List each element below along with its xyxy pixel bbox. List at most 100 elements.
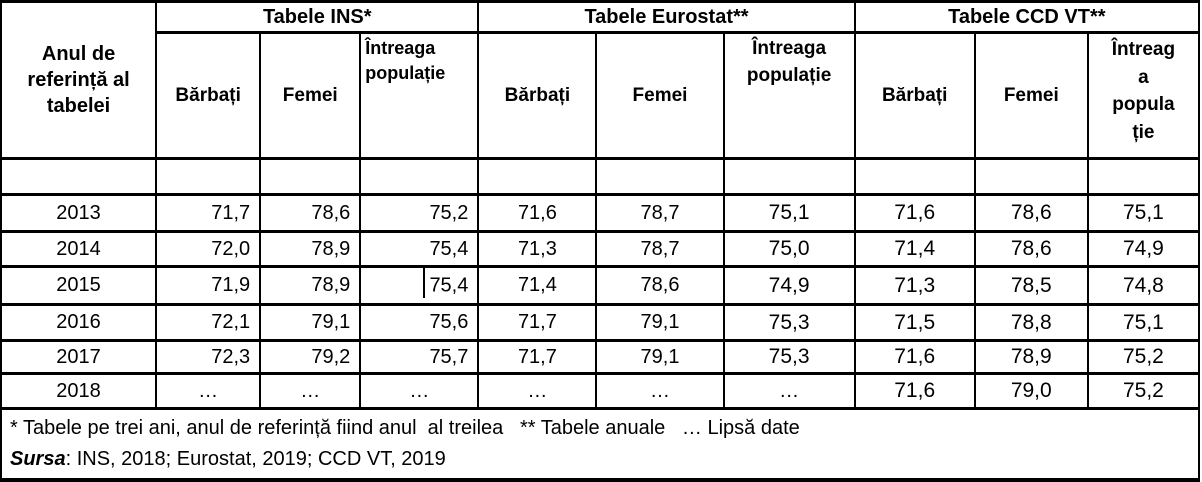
empty-cell[interactable]: [853, 157, 976, 196]
value-cell[interactable]: 78,7: [595, 230, 725, 268]
value-cell[interactable]: 71,7: [477, 303, 598, 342]
missing-data-cell[interactable]: …: [259, 372, 362, 410]
value-cell[interactable]: 79,1: [259, 303, 362, 342]
year-cell[interactable]: 2017: [0, 339, 158, 375]
column-header-ccd-women[interactable]: Femei: [973, 31, 1089, 160]
value-cell[interactable]: 71,7: [155, 193, 262, 233]
value-cell[interactable]: 72,3: [155, 339, 262, 375]
group-header-ccd-vt[interactable]: Tabele CCD VT**: [853, 0, 1201, 34]
empty-row: [0, 157, 1201, 196]
group-header-eurostat[interactable]: Tabele Eurostat**: [477, 0, 856, 34]
source-line: Sursa: INS, 2018; Eurostat, 2019; CCD VT…: [10, 444, 1190, 475]
year-cell[interactable]: 2015: [0, 265, 158, 306]
empty-cell[interactable]: [477, 157, 598, 196]
value-cell[interactable]: 74,9: [722, 265, 856, 306]
column-header-ins-total[interactable]: Întreaga populație: [359, 31, 480, 160]
value-cell[interactable]: 75,7: [359, 339, 480, 375]
value-cell[interactable]: 78,6: [259, 193, 362, 233]
value-cell[interactable]: 78,7: [595, 193, 725, 233]
value-cell[interactable]: 72,1: [155, 303, 262, 342]
value-cell[interactable]: 71,3: [853, 265, 976, 306]
value-cell[interactable]: 78,9: [973, 339, 1089, 375]
table-row-2016: 2016 72,1 79,1 75,6 71,7 79,1 75,3 71,5 …: [0, 303, 1201, 342]
empty-cell[interactable]: [259, 157, 362, 196]
value-cell[interactable]: 75,2: [1086, 372, 1201, 410]
value-cell[interactable]: 71,7: [477, 339, 598, 375]
value-cell[interactable]: 72,0: [155, 230, 262, 268]
missing-data-cell[interactable]: …: [359, 372, 480, 410]
value-cell[interactable]: 75,2: [1086, 339, 1201, 375]
value-cell[interactable]: 75,1: [1086, 303, 1201, 342]
column-header-ccd-men[interactable]: Bărbați: [853, 31, 976, 160]
value-cell[interactable]: 75,2: [359, 193, 480, 233]
value-cell[interactable]: 75,1: [1086, 193, 1201, 233]
source-text: : INS, 2018; Eurostat, 2019; CCD VT, 201…: [65, 448, 446, 470]
column-header-ins-women[interactable]: Femei: [259, 31, 362, 160]
table-row-2014: 2014 72,0 78,9 75,4 71,3 78,7 75,0 71,4 …: [0, 230, 1201, 268]
value-cell[interactable]: 74,9: [1086, 230, 1201, 268]
column-header-eur-women[interactable]: Femei: [595, 31, 725, 160]
value-cell[interactable]: 71,9: [155, 265, 262, 306]
footnote-cell[interactable]: * Tabele pe trei ani, anul de referință …: [0, 407, 1200, 482]
value-cell[interactable]: 71,6: [853, 339, 976, 375]
value-cell[interactable]: 75,4: [359, 230, 480, 268]
missing-data-cell[interactable]: …: [477, 372, 598, 410]
value-cell[interactable]: 75,3: [722, 303, 856, 342]
year-cell[interactable]: 2016: [0, 303, 158, 342]
value-cell[interactable]: 71,6: [853, 193, 976, 233]
value-cell[interactable]: 71,4: [853, 230, 976, 268]
empty-cell[interactable]: [0, 157, 158, 196]
value-cell[interactable]: 78,9: [259, 230, 362, 268]
column-header-ins-men[interactable]: Bărbați: [155, 31, 262, 160]
value-cell[interactable]: 78,6: [973, 193, 1089, 233]
value-cell[interactable]: 75,1: [722, 193, 856, 233]
value-cell[interactable]: 74,8: [1086, 265, 1201, 306]
year-cell[interactable]: 2018: [0, 372, 158, 410]
empty-cell[interactable]: [722, 157, 856, 196]
column-header-row: Bărbați Femei Întreaga populație Bărbați…: [1, 31, 1201, 160]
empty-cell[interactable]: [155, 157, 262, 196]
text-cursor: [423, 269, 426, 298]
empty-cell[interactable]: [1086, 157, 1201, 196]
empty-cell[interactable]: [973, 157, 1089, 196]
source-label: Sursa: [10, 448, 66, 470]
value-text: 75,4: [429, 273, 469, 296]
table-row-2013: 2013 71,7 78,6 75,2 71,6 78,7 75,1 71,6 …: [0, 193, 1201, 233]
value-cell[interactable]: 71,3: [477, 230, 598, 268]
footnote-line-1: * Tabele pe trei ani, anul de referință …: [10, 417, 800, 439]
corner-header-cell[interactable]: Anul de referință al tabelei: [0, 0, 158, 160]
table-row-2018: 2018 … … … … … … 71,6 79,0 75,2: [0, 372, 1201, 410]
value-cell[interactable]: 71,6: [853, 372, 976, 410]
group-header-ins[interactable]: Tabele INS*: [155, 0, 480, 34]
value-cell[interactable]: 78,6: [973, 230, 1089, 268]
value-cell[interactable]: 79,1: [595, 303, 725, 342]
value-cell[interactable]: 75,0: [722, 230, 856, 268]
table-row-2015: 2015 71,9 78,9 75,4 71,4 78,6 74,9 71,3 …: [0, 265, 1201, 306]
missing-data-cell[interactable]: …: [722, 372, 856, 410]
table-row-2017: 2017 72,3 79,2 75,7 71,7 79,1 75,3 71,6 …: [0, 339, 1201, 375]
empty-cell[interactable]: [359, 157, 480, 196]
value-cell[interactable]: 71,5: [853, 303, 976, 342]
value-cell[interactable]: 79,1: [595, 339, 725, 375]
value-cell[interactable]: 78,8: [973, 303, 1089, 342]
column-header-eur-total[interactable]: Întreaga populație: [722, 31, 856, 160]
value-cell[interactable]: 78,6: [595, 265, 725, 306]
year-cell[interactable]: 2014: [0, 230, 158, 268]
value-cell[interactable]: 78,9: [259, 265, 362, 306]
year-cell[interactable]: 2013: [0, 193, 158, 233]
value-cell[interactable]: 75,6: [359, 303, 480, 342]
value-cell[interactable]: 71,6: [477, 193, 598, 233]
column-header-ccd-total[interactable]: Întreag a popula ție: [1086, 31, 1201, 160]
value-cell[interactable]: 75,4: [359, 265, 480, 306]
missing-data-cell[interactable]: …: [155, 372, 262, 410]
value-cell[interactable]: 71,4: [477, 265, 598, 306]
value-cell[interactable]: 79,2: [259, 339, 362, 375]
value-cell[interactable]: 79,0: [973, 372, 1089, 410]
value-cell[interactable]: 78,5: [973, 265, 1089, 306]
column-header-eur-men[interactable]: Bărbați: [477, 31, 598, 160]
empty-cell[interactable]: [595, 157, 725, 196]
missing-data-cell[interactable]: …: [595, 372, 725, 410]
value-cell[interactable]: 75,3: [722, 339, 856, 375]
group-header-row: Anul de referință al tabelei Tabele INS*…: [0, 0, 1201, 160]
